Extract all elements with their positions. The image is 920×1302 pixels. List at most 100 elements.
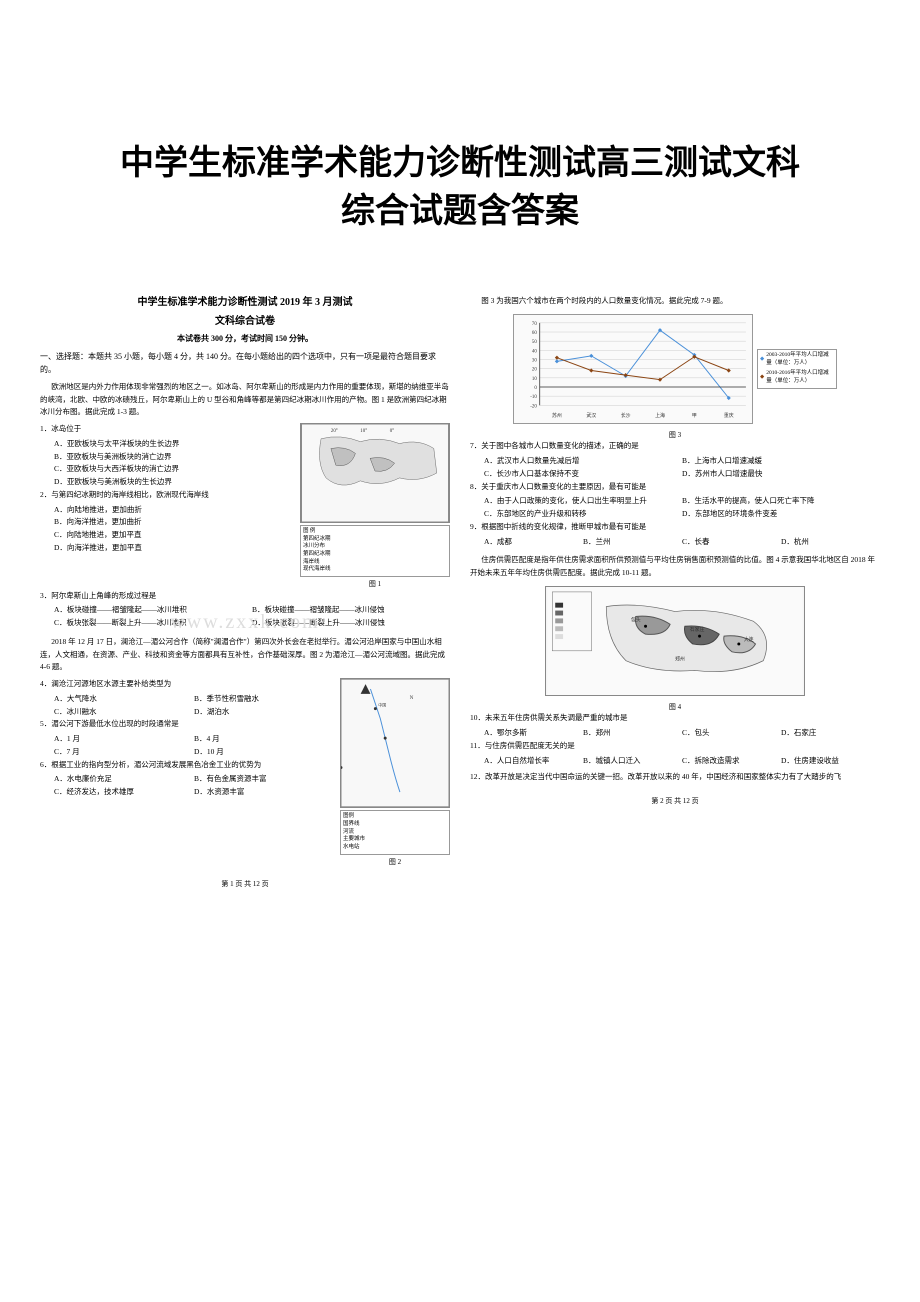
pages-container: 中学生标准学术能力诊断性测试 2019 年 3 月测试 文科综合试卷 本试卷共 …	[0, 295, 920, 889]
svg-text:40: 40	[532, 349, 537, 354]
svg-text:10°: 10°	[360, 429, 367, 434]
svg-text:30: 30	[532, 358, 537, 363]
q10-opt-d: D．石家庄	[781, 727, 880, 740]
exam-page-1: 中学生标准学术能力诊断性测试 2019 年 3 月测试 文科综合试卷 本试卷共 …	[40, 295, 450, 889]
question-12-intro: 12．改革开放是决定当代中国命运的关键一招。改革开放以来的 40 年，中国经济和…	[470, 771, 880, 784]
question-10: 10．未来五年住房供需关系失调最严重的城市是	[470, 712, 880, 725]
q2-opt-b: B．向海洋推进，更加曲折	[40, 516, 294, 529]
svg-text:50: 50	[532, 340, 537, 345]
q9-opt-c: C．长春	[682, 536, 781, 549]
figure-1-map: 20° 10° 0°	[300, 423, 450, 523]
svg-text:苏州: 苏州	[552, 412, 562, 419]
svg-text:长沙: 长沙	[621, 412, 631, 419]
exam-inner-title: 中学生标准学术能力诊断性测试 2019 年 3 月测试	[40, 295, 450, 310]
figure-3-caption: 图 3	[470, 430, 880, 441]
exam-page-2: 图 3 为我国六个城市在两个时段内的人口数量变化情况。据此完成 7-9 题。 -…	[470, 295, 880, 889]
svg-text:70: 70	[532, 322, 537, 327]
exam-sub-title: 文科综合试卷	[40, 314, 450, 329]
svg-text:60: 60	[532, 331, 537, 336]
q5-opt-d: D．10 月	[194, 746, 334, 759]
figure-4-map: 包头 石家庄 大连 郑州	[545, 586, 805, 696]
q6-opt-a: A．水电廉价充足	[54, 773, 194, 786]
q11-opt-c: C．拆除改造需求	[682, 755, 781, 768]
q7-opt-b: B．上海市人口增速减缓	[682, 455, 880, 468]
svg-text:N: N	[410, 696, 414, 701]
q11-opt-a: A．人口自然增长率	[484, 755, 583, 768]
svg-text:10: 10	[532, 377, 537, 382]
q8-opt-c: C．东部地区的产业升级和转移	[484, 508, 682, 521]
q7-opt-d: D．苏州市人口增速最快	[682, 468, 880, 481]
figure-2-map: N 中国	[340, 678, 450, 808]
q6-opt-c: C．经济发达，技术雄厚	[54, 786, 194, 799]
q4-opt-a: A．大气降水	[54, 693, 194, 706]
svg-text:-20: -20	[530, 404, 537, 409]
svg-text:0°: 0°	[390, 429, 394, 434]
intro-paragraph-4: 住房供需匹配度是指年供住房需求面积所供预测值与平均住房销售面积预测值的比值。图 …	[470, 554, 880, 580]
q4-opts-row1: A．大气降水 B．季节性积雪融水	[40, 693, 334, 706]
q5-opt-b: B．4 月	[194, 733, 334, 746]
q10-opt-c: C．包头	[682, 727, 781, 740]
q2-opt-c: C．向陆地推进，更加平直	[40, 529, 294, 542]
q2-opt-d: D．向海洋推进，更加平直	[40, 542, 294, 555]
figure-2-caption: 图 2	[340, 857, 450, 868]
figure-1-caption: 图 1	[300, 579, 450, 590]
question-9: 9．根据图中折线的变化规律，推断甲城市最有可能是	[470, 521, 880, 534]
page-2-footer: 第 2 页 共 12 页	[470, 796, 880, 807]
svg-text:-10: -10	[530, 395, 537, 400]
series2-label: 2010-2016年平均人口增减量（单位：万人）	[766, 370, 834, 385]
figure-3-chart: -20-10010203040506070苏州武汉长沙上海甲重庆	[513, 314, 753, 424]
legend-title: 图 例	[303, 528, 447, 536]
q8-opt-b: B．生活水平的提高，使人口死亡率下降	[682, 495, 880, 508]
q4-opts-row2: C．冰川融水 D．湖泊水	[40, 706, 334, 719]
q6-opt-d: D．水资源丰富	[194, 786, 334, 799]
q4-opt-d: D．湖泊水	[194, 706, 334, 719]
figure-4-caption: 图 4	[470, 702, 880, 713]
question-2: 2．与第四纪冰期时的海岸线相比，欧洲现代海岸线	[40, 489, 294, 502]
figure-1-legend: 图 例 第四纪冰期 冰川分布 第四纪冰期 海岸线 现代海岸线	[300, 525, 450, 577]
q9-opt-a: A．成都	[484, 536, 583, 549]
question-6: 6．根据工业的指向型分析，湄公河流域发展黑色冶金工业的优势为	[40, 759, 334, 772]
legend-item: 冰川分布	[303, 543, 447, 551]
svg-text:大连: 大连	[744, 636, 754, 643]
q7-opt-c: C．长沙市人口基本保持不变	[484, 468, 682, 481]
intro-paragraph-1: 欧洲地区是内外力作用体现非常强烈的地区之一。如冰岛、阿尔卑斯山的形成是内力作用的…	[40, 381, 450, 419]
title-line-2: 综合试题含答案	[0, 188, 920, 236]
page-1-footer: 第 1 页 共 12 页	[40, 879, 450, 890]
q3-opt-d: D．板块张裂——断裂上升——冰川侵蚀	[252, 617, 450, 630]
svg-text:20: 20	[532, 368, 537, 373]
legend-title: 图例	[343, 813, 447, 821]
q7-opts-row1: A．武汉市人口数量先减后增 B．上海市人口增速减缓	[470, 455, 880, 468]
q10-opt-b: B．郑州	[583, 727, 682, 740]
q3-opt-a: A．板块碰撞——褶皱隆起——冰川堆积	[54, 604, 252, 617]
svg-text:武汉: 武汉	[586, 412, 596, 419]
series1-label: 2003-2010年平均人口增减量（单位：万人）	[766, 352, 834, 367]
q8-opts-row1: A．由于人口政策的变化，使人口出生率明显上升 B．生活水平的提高，使人口死亡率下…	[470, 495, 880, 508]
q8-opt-a: A．由于人口政策的变化，使人口出生率明显上升	[484, 495, 682, 508]
document-main-title: 中学生标准学术能力诊断性测试高三测试文科 综合试题含答案	[0, 0, 920, 235]
intro-paragraph-2: 2018 年 12 月 17 日，澜沧江—湄公河合作（简称"澜湄合作"）第四次外…	[40, 636, 450, 674]
question-5: 5．湄公河下游最低水位出现的时段通常是	[40, 718, 334, 731]
q8-opts-row2: C．东部地区的产业升级和转移 D．东部地区的环境条件变差	[470, 508, 880, 521]
q1-opt-a: A．亚欧板块与太平洋板块的生长边界	[40, 438, 294, 451]
legend-item: 现代海岸线	[303, 566, 447, 574]
q5-opts-row1: A．1 月 B．4 月	[40, 733, 334, 746]
q10-opt-a: A．鄂尔多斯	[484, 727, 583, 740]
section1-header: 一、选择题：本题共 35 小题，每小题 4 分，共 140 分。在每小题给出的四…	[40, 351, 450, 377]
q3-opts-row1: A．板块碰撞——褶皱隆起——冰川堆积 B．板块碰撞——褶皱隆起——冰川侵蚀	[40, 604, 450, 617]
question-3: 3．阿尔卑斯山上角峰的形成过程是	[40, 590, 450, 603]
q9-opt-d: D．杭州	[781, 536, 880, 549]
q3-opt-c: C．板块张裂——断裂上升——冰川堆积	[54, 617, 252, 630]
q8-opt-d: D．东部地区的环境条件变差	[682, 508, 880, 521]
q3-opts-row2: C．板块张裂——断裂上升——冰川堆积 D．板块张裂——断裂上升——冰川侵蚀	[40, 617, 450, 630]
title-line-1: 中学生标准学术能力诊断性测试高三测试文科	[0, 140, 920, 188]
exam-info: 本试卷共 300 分，考试时间 150 分钟。	[40, 333, 450, 345]
svg-text:包头: 包头	[631, 616, 641, 623]
svg-text:中国: 中国	[378, 703, 386, 708]
q11-opt-d: D．住房建设收益	[781, 755, 880, 768]
svg-text:0: 0	[534, 386, 537, 391]
svg-text:甲: 甲	[692, 413, 697, 419]
question-11: 11．与住房供需匹配度无关的是	[470, 740, 880, 753]
q9-opt-b: B．兰州	[583, 536, 682, 549]
q6-opt-b: B．有色金属资源丰富	[194, 773, 334, 786]
legend-item: 主要城市	[343, 836, 447, 844]
